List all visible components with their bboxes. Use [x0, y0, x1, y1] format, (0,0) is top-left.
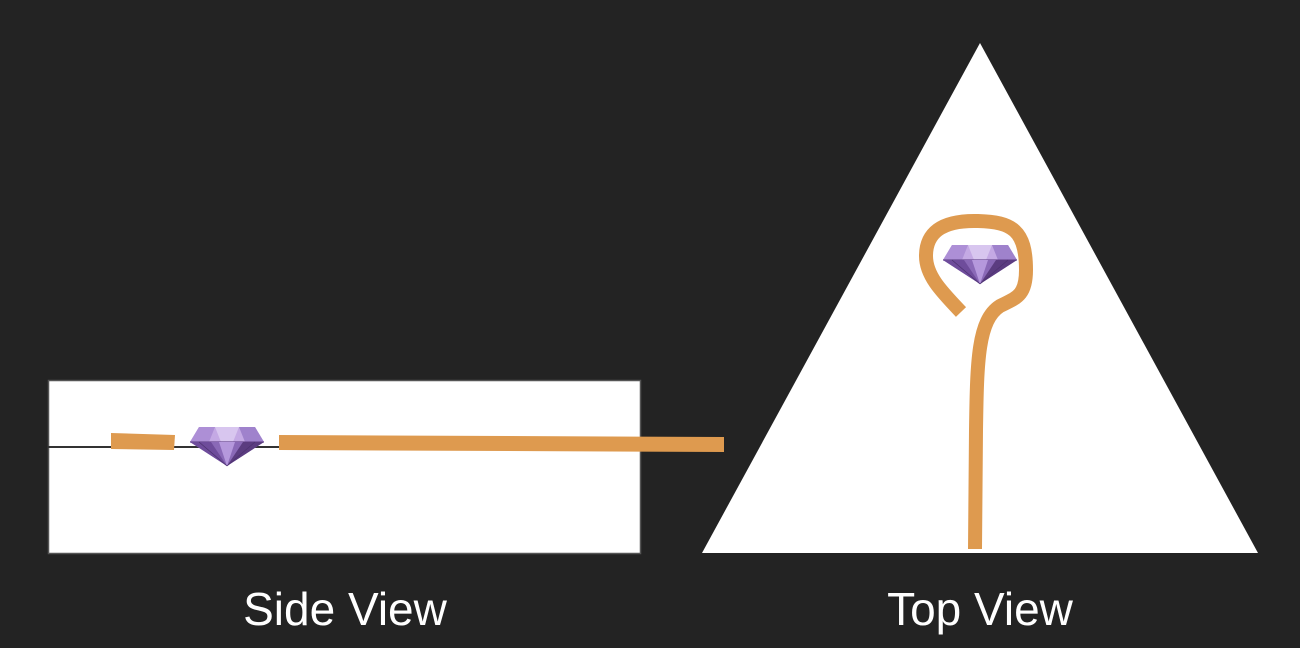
- wire-loop: [919, 213, 1033, 550]
- top-view-caption: Top View: [887, 583, 1074, 635]
- side-view-caption: Side View: [243, 583, 448, 635]
- top-view: Top View: [702, 43, 1258, 635]
- side-view-panel: [47, 379, 642, 555]
- wire-segment-left: [111, 433, 175, 450]
- top-view-panel: [702, 43, 1258, 553]
- wire-segment-right: [279, 435, 724, 452]
- side-view: Side View: [47, 379, 724, 635]
